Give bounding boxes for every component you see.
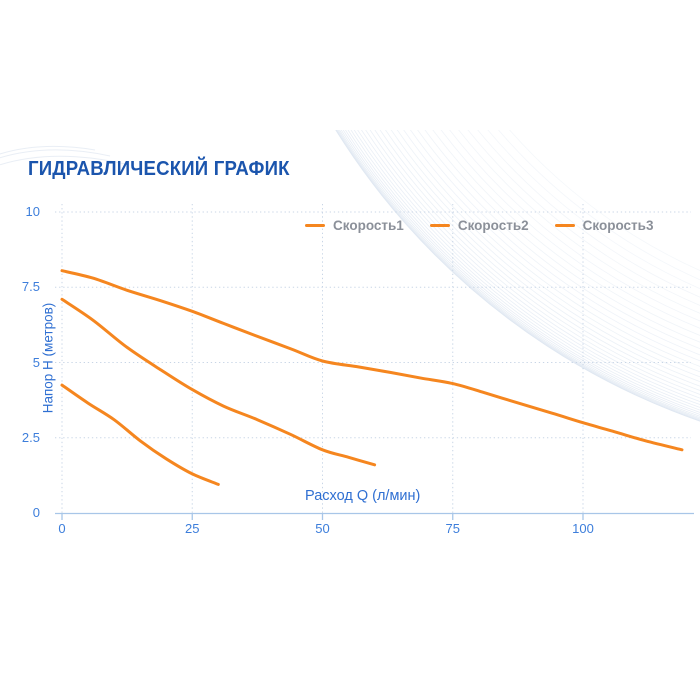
y-tick-label: 0: [32, 505, 40, 520]
curve-Скорость3: [60, 269, 684, 452]
legend-label-speed3: Скорость3: [582, 218, 654, 233]
y-tick-label: 5: [32, 354, 40, 370]
pump-curves: [60, 269, 684, 486]
page-title: ГИДРАВЛИЧЕСКИЙ ГРАФИК: [28, 158, 290, 180]
curve-Скорость2: [60, 297, 377, 467]
y-tick-label: 10: [25, 204, 40, 219]
y-tick-label: 7.5: [21, 279, 40, 295]
x-axis-line: [55, 512, 694, 520]
gridlines: [55, 204, 691, 513]
legend-line-icon: [305, 224, 325, 227]
legend-item-speed2[interactable]: Скорость2: [429, 218, 529, 233]
legend-item-speed1[interactable]: Скорость1: [305, 218, 404, 233]
x-tick-label: 75: [445, 521, 460, 536]
y-tick-label: 2.5: [21, 429, 40, 445]
x-tick-label: 100: [572, 521, 594, 536]
x-tick-label: 0: [58, 521, 66, 536]
legend-item-speed3[interactable]: Скорость3: [554, 218, 654, 233]
curve-Скорость1: [60, 383, 220, 486]
y-axis-title: Напор H (метров): [40, 302, 56, 414]
legend: Скорость1 Скорость2 Скорость3: [305, 218, 653, 233]
legend-label-speed1: Скорость1: [333, 218, 404, 233]
legend-line-icon: [429, 224, 450, 227]
x-tick-label: 25: [185, 521, 200, 536]
x-tick-label: 50: [315, 521, 330, 536]
legend-line-icon: [554, 224, 575, 227]
x-axis-title: Расход Q (л/мин): [305, 488, 421, 504]
legend-label-speed2: Скорость2: [457, 218, 529, 233]
